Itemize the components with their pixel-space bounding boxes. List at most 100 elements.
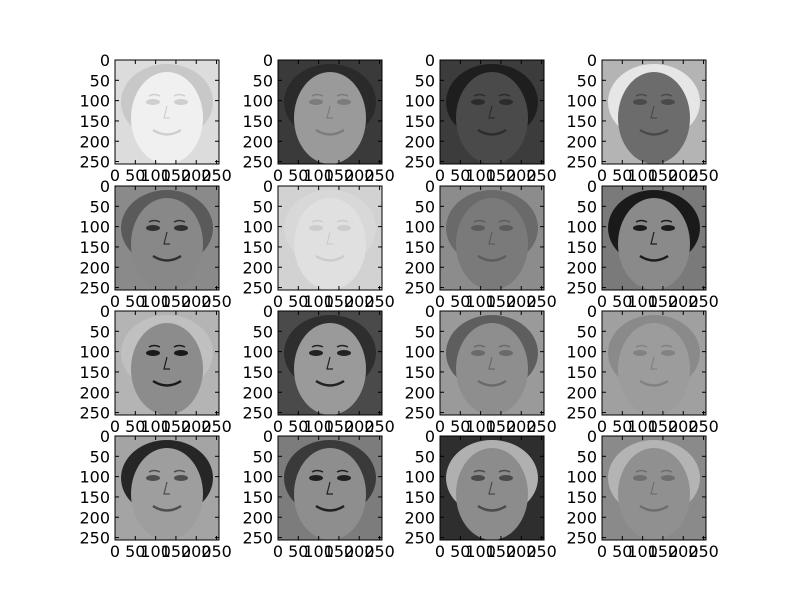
x-tick-label: 150 — [486, 292, 517, 311]
y-tick-label: 0 — [100, 177, 110, 196]
mouth — [477, 254, 507, 262]
y-tick-label: 0 — [263, 302, 273, 321]
x-tick-label: 150 — [648, 292, 679, 311]
face-image — [440, 60, 544, 164]
y-tick-label: 250 — [242, 153, 273, 172]
eyebrows — [635, 93, 673, 97]
y-tick-label: 250 — [79, 153, 110, 172]
x-tick-label: 200 — [181, 417, 212, 436]
eyebrows — [635, 219, 673, 223]
y-tick-label: 200 — [79, 508, 110, 527]
x-tick-label: 0 — [435, 166, 445, 185]
left-eye — [633, 99, 647, 105]
x-tick-label: 150 — [161, 166, 192, 185]
x-tick-label: 200 — [668, 292, 699, 311]
x-tick-label: 0 — [597, 417, 607, 436]
eyebrows — [473, 219, 511, 223]
x-tick-label: 50 — [125, 166, 145, 185]
mouth — [315, 128, 345, 136]
x-tick-label: 150 — [486, 417, 517, 436]
y-tick-label: 100 — [242, 218, 273, 237]
x-tick-label: 0 — [435, 292, 445, 311]
eyebrows — [148, 344, 186, 348]
y-tick-label: 100 — [566, 468, 597, 487]
face-image — [115, 60, 219, 164]
y-tick-label: 50 — [253, 447, 273, 466]
tick-marks — [601, 59, 706, 164]
x-tick-label: 250 — [364, 417, 395, 436]
x-tick-label: 50 — [125, 292, 145, 311]
x-tick-label: 150 — [486, 166, 517, 185]
y-tick-label: 200 — [404, 258, 435, 277]
x-tick-label: 250 — [526, 417, 557, 436]
left-eye — [146, 350, 160, 356]
x-tick-label: 50 — [612, 166, 632, 185]
nose — [163, 481, 170, 495]
nose — [650, 105, 657, 119]
y-tick-label: 50 — [253, 322, 273, 341]
eyebrows — [635, 344, 673, 348]
y-tick-label: 150 — [242, 238, 273, 257]
x-tick-label: 50 — [450, 292, 470, 311]
x-tick-label: 100 — [303, 292, 334, 311]
y-tick-label: 150 — [79, 112, 110, 131]
x-tick-label: 250 — [364, 166, 395, 185]
x-tick-label: 150 — [648, 166, 679, 185]
y-tick-label: 50 — [415, 197, 435, 216]
y-tick-label: 250 — [404, 529, 435, 548]
mouth — [477, 379, 507, 387]
y-tick-label: 200 — [79, 383, 110, 402]
x-tick-label: 0 — [273, 292, 283, 311]
x-tick-label: 250 — [688, 292, 719, 311]
nose — [650, 231, 657, 245]
face-image — [602, 436, 706, 540]
mouth — [477, 128, 507, 136]
mouth — [315, 379, 345, 387]
face-image — [440, 311, 544, 415]
right-eye — [337, 475, 351, 481]
left-eye — [633, 350, 647, 356]
y-tick-label: 50 — [90, 447, 110, 466]
x-tick-label: 100 — [140, 542, 171, 561]
x-tick-label: 50 — [288, 166, 308, 185]
y-tick-label: 200 — [242, 508, 273, 527]
y-tick-label: 0 — [587, 302, 597, 321]
x-tick-label: 150 — [648, 417, 679, 436]
nose — [488, 481, 495, 495]
face-image — [278, 311, 382, 415]
y-tick-label: 100 — [566, 92, 597, 111]
right-eye — [499, 225, 513, 231]
right-eye — [661, 225, 675, 231]
x-tick-label: 150 — [324, 542, 355, 561]
y-tick-label: 0 — [425, 51, 435, 70]
right-eye — [499, 99, 513, 105]
x-tick-label: 50 — [450, 166, 470, 185]
eyebrows — [473, 93, 511, 97]
y-tick-label: 100 — [404, 468, 435, 487]
x-tick-label: 0 — [110, 166, 120, 185]
right-eye — [661, 99, 675, 105]
face-image — [115, 311, 219, 415]
nose — [326, 231, 333, 245]
y-tick-label: 50 — [90, 71, 110, 90]
x-tick-label: 0 — [597, 542, 607, 561]
x-tick-label: 250 — [688, 166, 719, 185]
tick-marks — [277, 185, 382, 290]
y-tick-label: 200 — [404, 508, 435, 527]
x-tick-label: 250 — [688, 417, 719, 436]
y-tick-label: 0 — [100, 51, 110, 70]
x-tick-label: 100 — [627, 542, 658, 561]
x-tick-label: 150 — [161, 292, 192, 311]
x-tick-label: 0 — [273, 417, 283, 436]
y-tick-label: 200 — [242, 132, 273, 151]
y-tick-label: 100 — [242, 468, 273, 487]
y-tick-label: 50 — [90, 197, 110, 216]
x-tick-label: 100 — [465, 166, 496, 185]
x-tick-label: 50 — [288, 292, 308, 311]
